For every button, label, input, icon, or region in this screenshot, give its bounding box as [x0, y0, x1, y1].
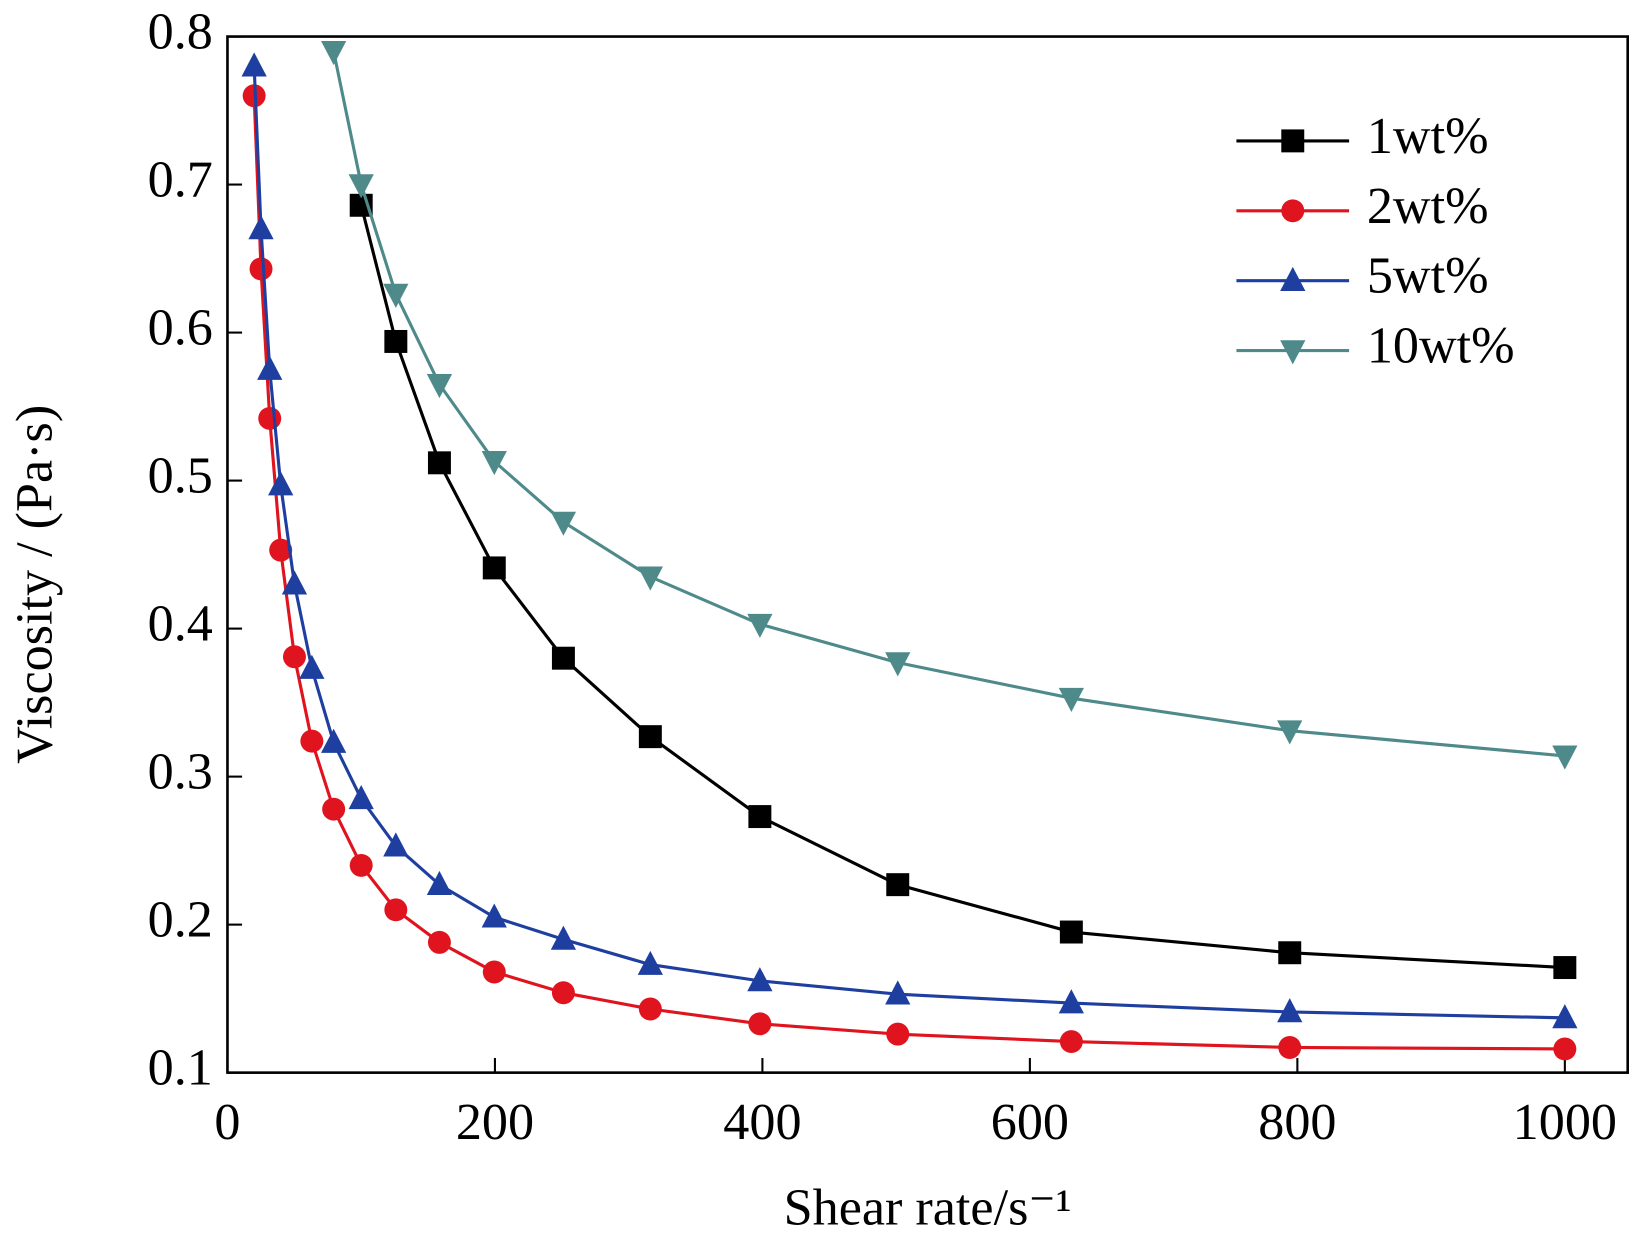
series-line	[252, 95, 1565, 1051]
x-tick-label: 400	[723, 1094, 801, 1151]
legend-marker	[1281, 129, 1305, 153]
data-point	[550, 925, 577, 950]
y-tick-label: 0.6	[148, 300, 213, 357]
data-point	[426, 870, 453, 895]
data-point	[281, 570, 308, 595]
legend-label: 10wt%	[1367, 318, 1515, 375]
data-point	[348, 785, 374, 810]
plot-frame	[226, 35, 1630, 1074]
data-point	[1059, 920, 1083, 944]
data-point	[1552, 1004, 1578, 1029]
legend-label: 2wt%	[1367, 178, 1489, 235]
data-point	[241, 52, 267, 77]
x-tick-label: 0	[214, 1094, 240, 1151]
data-point	[551, 646, 575, 670]
x-tick-label: 1000	[1513, 1094, 1617, 1151]
data-point	[886, 873, 910, 897]
data-point	[383, 283, 409, 308]
data-point	[248, 215, 274, 240]
data-point	[268, 471, 294, 496]
data-point	[384, 329, 408, 353]
data-point	[885, 652, 911, 677]
data-point	[482, 960, 506, 984]
y-tick-label: 0.1	[148, 1040, 213, 1097]
data-point	[1553, 1037, 1577, 1061]
data-point	[383, 832, 409, 857]
data-point	[1278, 941, 1302, 965]
y-tick-label: 0.4	[148, 596, 213, 653]
data-point	[638, 997, 662, 1021]
data-point	[550, 511, 577, 536]
data-point	[249, 257, 273, 281]
data-point	[1058, 989, 1084, 1014]
x-tick-label: 600	[991, 1094, 1069, 1151]
data-point	[299, 654, 325, 679]
data-point	[481, 903, 507, 928]
data-point	[257, 355, 283, 380]
data-point	[551, 981, 575, 1005]
y-tick-label: 0.2	[148, 892, 213, 949]
legend-label: 5wt%	[1367, 248, 1489, 305]
data-point	[322, 797, 346, 821]
x-axis-title: Shear rate/s⁻¹	[784, 1179, 1072, 1236]
data-point	[1059, 1030, 1083, 1054]
data-point	[886, 1022, 910, 1046]
legend-marker	[1280, 340, 1306, 365]
data-point	[300, 729, 324, 753]
data-point	[481, 451, 507, 476]
series-line	[332, 51, 1565, 758]
y-tick-label: 0.7	[148, 152, 213, 209]
plot-area	[241, 41, 1578, 1061]
data-point	[747, 613, 773, 638]
series-line	[252, 66, 1565, 1020]
y-tick-label: 0.3	[148, 744, 213, 801]
legend-marker	[1281, 199, 1305, 223]
y-tick-label: 0.8	[148, 4, 213, 61]
data-point	[1277, 998, 1303, 1023]
data-point	[269, 538, 293, 562]
data-point	[348, 174, 374, 199]
x-tick-label: 200	[456, 1094, 534, 1151]
data-point	[637, 950, 663, 975]
data-point	[384, 898, 408, 922]
data-point	[747, 967, 773, 992]
data-point	[349, 853, 373, 877]
legend-label: 1wt%	[1367, 108, 1489, 165]
data-point	[282, 645, 306, 669]
data-point	[482, 556, 506, 580]
data-point	[258, 406, 282, 430]
data-point	[427, 451, 451, 475]
y-axis-title: Viscosity / (Pa·s)	[7, 405, 64, 764]
data-point	[321, 41, 347, 66]
data-point	[637, 566, 663, 591]
data-point	[1278, 1035, 1302, 1059]
data-point	[427, 930, 451, 954]
data-point	[321, 728, 347, 753]
data-point	[1553, 956, 1577, 980]
data-point	[1552, 745, 1578, 770]
data-point	[748, 1012, 772, 1036]
data-point	[885, 980, 911, 1005]
data-point	[638, 725, 662, 749]
x-tick-label: 800	[1258, 1094, 1336, 1151]
data-point	[426, 374, 453, 399]
data-point	[748, 805, 772, 829]
y-tick-label: 0.5	[148, 448, 213, 505]
data-point	[1277, 720, 1303, 745]
legend-marker	[1280, 266, 1306, 292]
data-point	[1058, 687, 1084, 712]
